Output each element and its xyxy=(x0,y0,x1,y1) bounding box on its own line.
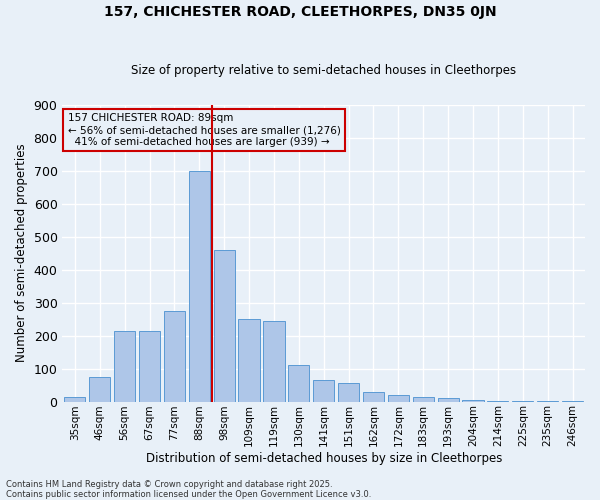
Text: Contains HM Land Registry data © Crown copyright and database right 2025.
Contai: Contains HM Land Registry data © Crown c… xyxy=(6,480,371,499)
Y-axis label: Number of semi-detached properties: Number of semi-detached properties xyxy=(15,144,28,362)
Bar xyxy=(263,320,284,402)
Bar xyxy=(437,398,459,402)
Bar xyxy=(238,319,260,402)
Bar xyxy=(487,400,508,402)
Bar xyxy=(313,380,334,402)
Bar xyxy=(89,377,110,402)
Bar xyxy=(512,401,533,402)
Bar xyxy=(64,396,85,402)
Bar xyxy=(214,250,235,402)
Bar xyxy=(463,400,484,402)
Bar xyxy=(189,170,210,402)
Bar xyxy=(413,396,434,402)
Bar xyxy=(164,311,185,402)
Text: 157 CHICHESTER ROAD: 89sqm
← 56% of semi-detached houses are smaller (1,276)
  4: 157 CHICHESTER ROAD: 89sqm ← 56% of semi… xyxy=(68,114,341,146)
Bar xyxy=(388,395,409,402)
Bar xyxy=(139,330,160,402)
Bar xyxy=(338,384,359,402)
Text: 157, CHICHESTER ROAD, CLEETHORPES, DN35 0JN: 157, CHICHESTER ROAD, CLEETHORPES, DN35 … xyxy=(104,5,496,19)
Bar xyxy=(114,330,135,402)
X-axis label: Distribution of semi-detached houses by size in Cleethorpes: Distribution of semi-detached houses by … xyxy=(146,452,502,465)
Title: Size of property relative to semi-detached houses in Cleethorpes: Size of property relative to semi-detach… xyxy=(131,64,516,77)
Bar xyxy=(363,392,384,402)
Bar xyxy=(288,365,310,402)
